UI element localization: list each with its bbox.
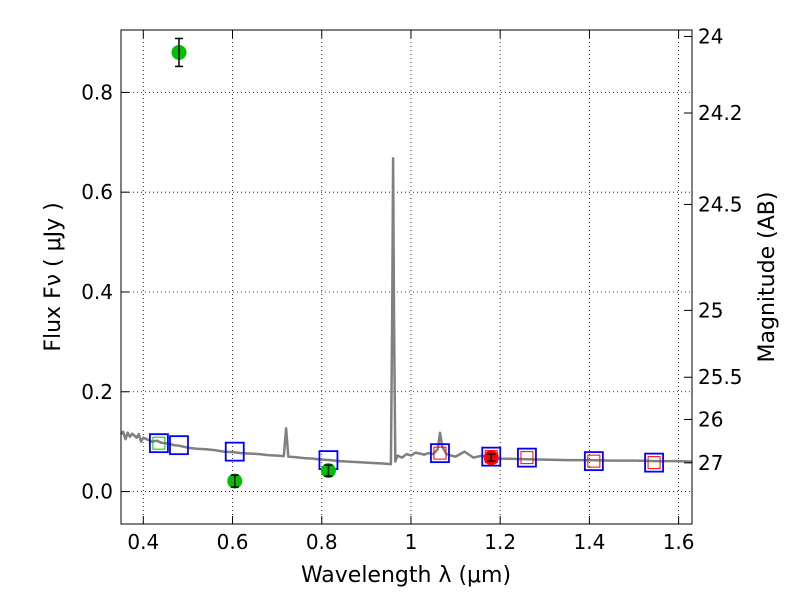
magnitude-tick-label: 24.2 — [698, 101, 743, 125]
x-tick-label: 0.4 — [127, 530, 159, 554]
y-axis-label: Flux Fν ( μJy ) — [41, 202, 66, 351]
magnitude-axis-ticks: 24 24.2 24.5 25 25.5 26 27 — [684, 24, 743, 475]
observed-photometry-point — [320, 463, 336, 479]
x-axis-ticks: 0.4 0.6 0.8 1 1.2 1.4 1.6 — [127, 30, 695, 554]
model-photometry-outer-box — [517, 447, 537, 468]
x-tick-label: 1.4 — [573, 530, 605, 554]
model-spectrum-line — [120, 156, 693, 466]
x-axis-label: Wavelength λ (μm) — [301, 563, 511, 588]
x-tick-label: 0.8 — [306, 530, 338, 554]
x-tick-label: 1 — [405, 530, 418, 554]
magnitude-tick-label: 26 — [698, 407, 723, 431]
model-photometry-inner-box — [152, 436, 166, 450]
model-photometry-inner-box — [520, 451, 534, 465]
model-photometry-outer-box — [430, 443, 450, 464]
y-tick-label: 0.2 — [81, 380, 113, 404]
model-photometry-box — [224, 441, 245, 462]
model-photometry-outer-box — [224, 441, 245, 462]
model-photometry-box — [517, 447, 537, 468]
y-tick-label: 0.0 — [81, 480, 113, 504]
magnitude-tick-label: 25 — [698, 298, 723, 322]
x-tick-label: 1.6 — [663, 530, 695, 554]
y-tick-label: 0.6 — [81, 180, 113, 204]
observed-photometry-point — [483, 450, 499, 466]
plot-area — [120, 37, 693, 489]
model-photometry-outer-box — [583, 451, 604, 472]
observed-photometry-point — [171, 37, 187, 68]
model-photometry-inner-box — [647, 456, 661, 470]
magnitude-tick-label: 25.5 — [698, 365, 743, 389]
model-photometry-box — [149, 433, 169, 454]
model-photometry-inner-box — [587, 454, 601, 468]
model-photometry-box — [644, 452, 664, 473]
x-tick-label: 0.6 — [217, 530, 249, 554]
y-tick-label: 0.4 — [81, 280, 113, 304]
y-tick-label: 0.8 — [81, 80, 113, 104]
model-photometry-inner-box — [433, 446, 447, 460]
model-photometry-box — [430, 443, 450, 464]
magnitude-axis-label: Magnitude (AB) — [755, 192, 780, 363]
magnitude-tick-label: 24.5 — [698, 192, 743, 216]
plot-frame — [120, 29, 693, 525]
model-photometry-box — [583, 451, 604, 472]
model-photometry-outer-box — [149, 433, 169, 454]
model-photometry-outer-box — [169, 435, 189, 456]
y-axis-ticks: 0.0 0.2 0.4 0.6 0.8 — [81, 80, 129, 504]
model-photometry-outer-box — [644, 452, 664, 473]
observed-photometry-point — [227, 473, 243, 489]
model-photometry-box — [169, 435, 189, 456]
magnitude-tick-label: 27 — [698, 451, 723, 475]
x-tick-label: 1.2 — [484, 530, 516, 554]
model-photometry-outer-box — [481, 446, 502, 467]
magnitude-tick-label: 24 — [698, 24, 723, 48]
